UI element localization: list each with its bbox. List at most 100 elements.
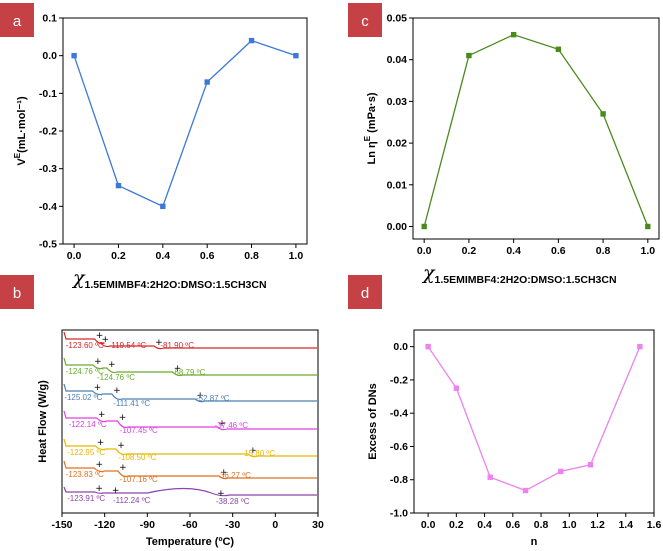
chart-a-ytick-label: -0.5 (39, 239, 57, 251)
chart-a-ytick-label: -0.3 (39, 163, 57, 175)
chart-a-ytick-label: -0.1 (39, 88, 57, 100)
dsc-marker: + (94, 383, 102, 393)
panel-label-c: c (348, 3, 382, 37)
dsc-annotation: -107.45 ºC (120, 426, 158, 435)
panel-label-a-bg (0, 3, 34, 37)
chart-d-point (637, 343, 643, 350)
dsc-annotation: -37.46 ºC (214, 421, 248, 430)
dsc-marker: + (113, 386, 121, 396)
chart-c-ytick-label: 0.03 (387, 96, 408, 108)
chart-c-xtick-label: 0.6 (551, 245, 566, 257)
panel-label-b: b (0, 275, 34, 309)
chart-a-xlabel-symbol: χ (71, 267, 86, 289)
chart-d-point (587, 462, 594, 468)
chart-c-point (466, 52, 472, 59)
chart-c-ytick-label: 0.05 (387, 13, 408, 25)
chart-d-ytick-label: -0.6 (390, 441, 408, 453)
dsc-marker: + (108, 360, 116, 370)
chart-c-ylabel-main: Ln η (366, 141, 378, 164)
chart-d-point (558, 468, 564, 475)
chart-d-ylabel: Excess of DNs (367, 383, 379, 459)
chart-b-xtick-label: 0 (272, 519, 278, 531)
dsc-annotation: -124.76 ºC (66, 367, 104, 376)
dsc-trace-3 (63, 383, 317, 403)
chart-d-xtick-label: 0.4 (477, 519, 492, 531)
chart-a-point (248, 37, 255, 44)
chart-d-xtick-label: 1.2 (590, 519, 605, 531)
chart-d-point (487, 474, 493, 480)
dsc-annotation: -112.24 ºC (113, 496, 151, 505)
dsc-trace-1 (63, 331, 317, 350)
panel-label-b-text: b (13, 285, 21, 302)
dsc-marker: + (217, 489, 225, 499)
chart-a-xtick-label: 0.6 (200, 250, 215, 262)
panel-label-d-text: d (361, 285, 369, 302)
dsc-trace-5 (63, 438, 317, 458)
chart-b-xtick-label: -150 (51, 519, 72, 531)
chart-b-xtick-label: 30 (312, 519, 324, 531)
chart-d-ytick-label: -0.8 (390, 474, 408, 486)
chart-a-xtick-label: 0.0 (67, 250, 82, 262)
chart-a-ytick-label: 0.0 (42, 50, 57, 62)
chart-b-ylabel: Heat Flow (W/g) (37, 380, 49, 463)
chart-a-point (160, 203, 166, 210)
chart-c-point (510, 31, 517, 38)
chart-c-ytick-label: 0.01 (387, 179, 408, 191)
chart-a-ytick-label: -0.2 (39, 126, 57, 138)
chart-a-point (293, 52, 299, 59)
chart-a-ylabel-sup: E (13, 152, 22, 158)
chart-c-xlabel-subscript: 1.5EMIMBF4:2H2O:DMSO:1.5CH3CN (435, 274, 617, 286)
chart-c-xtick-label: 1.0 (641, 245, 656, 257)
dsc-annotation: -38.28 ºC (216, 497, 250, 506)
chart-c-ytick-label: 0.00 (387, 221, 408, 233)
dsc-annotation: -124.76 ºC (97, 373, 135, 382)
chart-d-point (425, 343, 431, 350)
chart-d-frame (413, 329, 655, 514)
panel-label-d-bg (348, 275, 382, 309)
chart-c-point (600, 111, 606, 117)
chart-a-xtick-label: 0.4 (156, 250, 171, 262)
dsc-annotation: -108.50 ºC (118, 453, 156, 462)
chart-a: 0.0 0.2 0.4 0.6 0.8 1.0 -0.5 -0.4 -0.3 -0.2 -0.1 0.… (13, 13, 308, 291)
chart-a-xlabel: χ1.5EMIMBF4:2H2O:DMSO:1.5CH3CN (71, 267, 267, 291)
chart-c-point (421, 223, 427, 230)
chart-d-series-line (427, 346, 641, 492)
chart-c-xtick-label: 0.0 (417, 245, 432, 257)
chart-a-point (71, 52, 77, 59)
chart-d-xtick-label: 1.0 (562, 519, 577, 531)
chart-a-xtick-label: 0.8 (244, 250, 259, 262)
panel-label-c-bg (348, 3, 382, 37)
chart-d-ytick-label: -1.0 (390, 508, 408, 520)
panel-label-b-bg (0, 275, 34, 309)
chart-c-ylabel: Ln ηE (mPa·s) (363, 92, 378, 164)
dsc-annotation: -125.02 ºC (64, 393, 102, 402)
panel-label-a-text: a (13, 13, 22, 30)
chart-c: 0.0 0.2 0.4 0.6 0.8 1.0 0.00 0.01 0.02 0.03 0.04 0.… (363, 13, 660, 286)
chart-b-xtick-label: -120 (94, 519, 115, 531)
dsc-marker: + (96, 331, 104, 341)
chart-c-ytick-label: 0.02 (387, 138, 408, 150)
chart-c-xlabel-symbol: χ (421, 262, 436, 284)
chart-d-xtick-label: 0.2 (449, 519, 464, 531)
chart-c-point (555, 46, 562, 52)
chart-b-xtick-label: -60 (182, 519, 197, 531)
dsc-marker: + (119, 413, 127, 423)
dsc-marker: + (249, 446, 257, 456)
dsc-annotation: -15.80 ºC (241, 449, 275, 458)
dsc-annotation: -111.41 ºC (113, 399, 150, 408)
chart-d-xtick-label: 0.0 (421, 519, 436, 531)
chart-d-xlabel: n (531, 536, 538, 548)
panel-label-d: d (348, 275, 382, 309)
dsc-marker: + (220, 468, 228, 478)
chart-b-xtick-label: -30 (225, 519, 240, 531)
dsc-marker: + (174, 364, 182, 374)
chart-a-ylabel-main: V (16, 158, 28, 166)
dsc-marker: + (94, 357, 102, 367)
chart-b-xlabel: Temperature (ºC) (146, 536, 234, 548)
dsc-marker: + (119, 463, 127, 473)
chart-d-point (522, 487, 529, 494)
dsc-annotation: -122.14 ºC (69, 420, 107, 429)
dsc-annotation: -123.91 ºC (67, 494, 105, 503)
dsc-trace-7 (63, 486, 317, 497)
